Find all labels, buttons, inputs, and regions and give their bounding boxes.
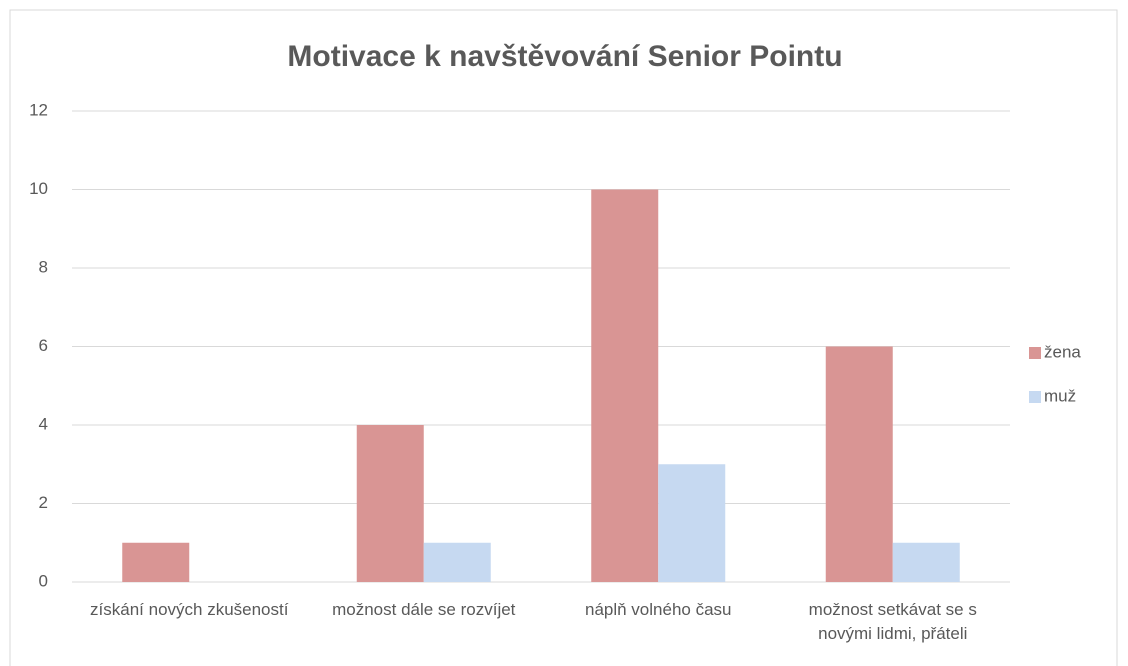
bar xyxy=(892,542,960,582)
x-tick-label: získání nových zkušeností xyxy=(90,600,289,619)
y-tick-label: 12 xyxy=(29,100,48,119)
bar xyxy=(423,542,491,582)
y-tick-label: 6 xyxy=(39,336,48,355)
y-tick-label: 10 xyxy=(29,179,48,198)
legend-label: muž xyxy=(1044,386,1076,405)
x-tick-label: náplň volného času xyxy=(584,600,732,619)
y-tick-label: 0 xyxy=(39,571,48,590)
x-tick-label: možnost dále se rozvíjet xyxy=(332,600,516,619)
legend-label: žena xyxy=(1044,342,1081,361)
x-tick-label: možnost setkávat se s novými lidmi, přát… xyxy=(808,600,977,643)
legend-swatch xyxy=(1029,391,1041,403)
bar xyxy=(658,464,726,582)
legend-swatch xyxy=(1029,347,1041,359)
y-tick-label: 4 xyxy=(39,414,48,433)
bar xyxy=(122,542,190,582)
bar xyxy=(825,346,893,582)
y-tick-label: 2 xyxy=(39,493,48,512)
bar xyxy=(591,189,659,582)
y-tick-label: 8 xyxy=(39,257,48,276)
chart-title: Motivace k navštěvování Senior Pointu xyxy=(287,40,842,73)
bar xyxy=(356,425,424,582)
